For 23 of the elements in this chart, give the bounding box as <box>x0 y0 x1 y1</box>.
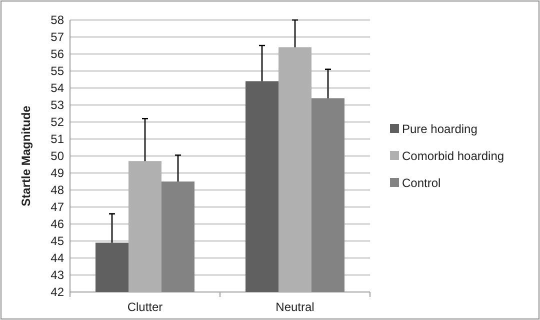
y-tick-label: 47 <box>50 200 64 214</box>
y-tick-label: 51 <box>50 132 64 146</box>
y-tick-label: 44 <box>50 251 64 266</box>
y-tick-label: 52 <box>50 115 64 130</box>
legend-label: Pure hoarding <box>402 122 478 136</box>
y-tick-label: 42 <box>50 285 64 300</box>
y-tick-label: 49 <box>50 166 64 180</box>
x-tick-label: Neutral <box>276 300 314 314</box>
y-tick-label: 46 <box>50 217 64 232</box>
y-tick-label: 54 <box>50 81 64 96</box>
y-tick-label: 56 <box>50 47 64 62</box>
y-tick-label: 58 <box>50 13 64 28</box>
x-tick-label: Clutter <box>127 300 163 314</box>
y-axis-title: Startle Magnitude <box>19 105 33 206</box>
y-tick-label: 53 <box>50 98 64 112</box>
legend-label: Control <box>402 176 441 190</box>
y-tick-label: 43 <box>50 268 64 282</box>
y-tick-label: 55 <box>50 64 64 78</box>
y-tick-label: 48 <box>50 183 64 198</box>
y-tick-label: 50 <box>50 149 64 164</box>
y-tick-label: 45 <box>50 234 64 248</box>
legend-label: Comorbid hoarding <box>402 149 504 164</box>
y-tick-label: 57 <box>50 30 64 44</box>
